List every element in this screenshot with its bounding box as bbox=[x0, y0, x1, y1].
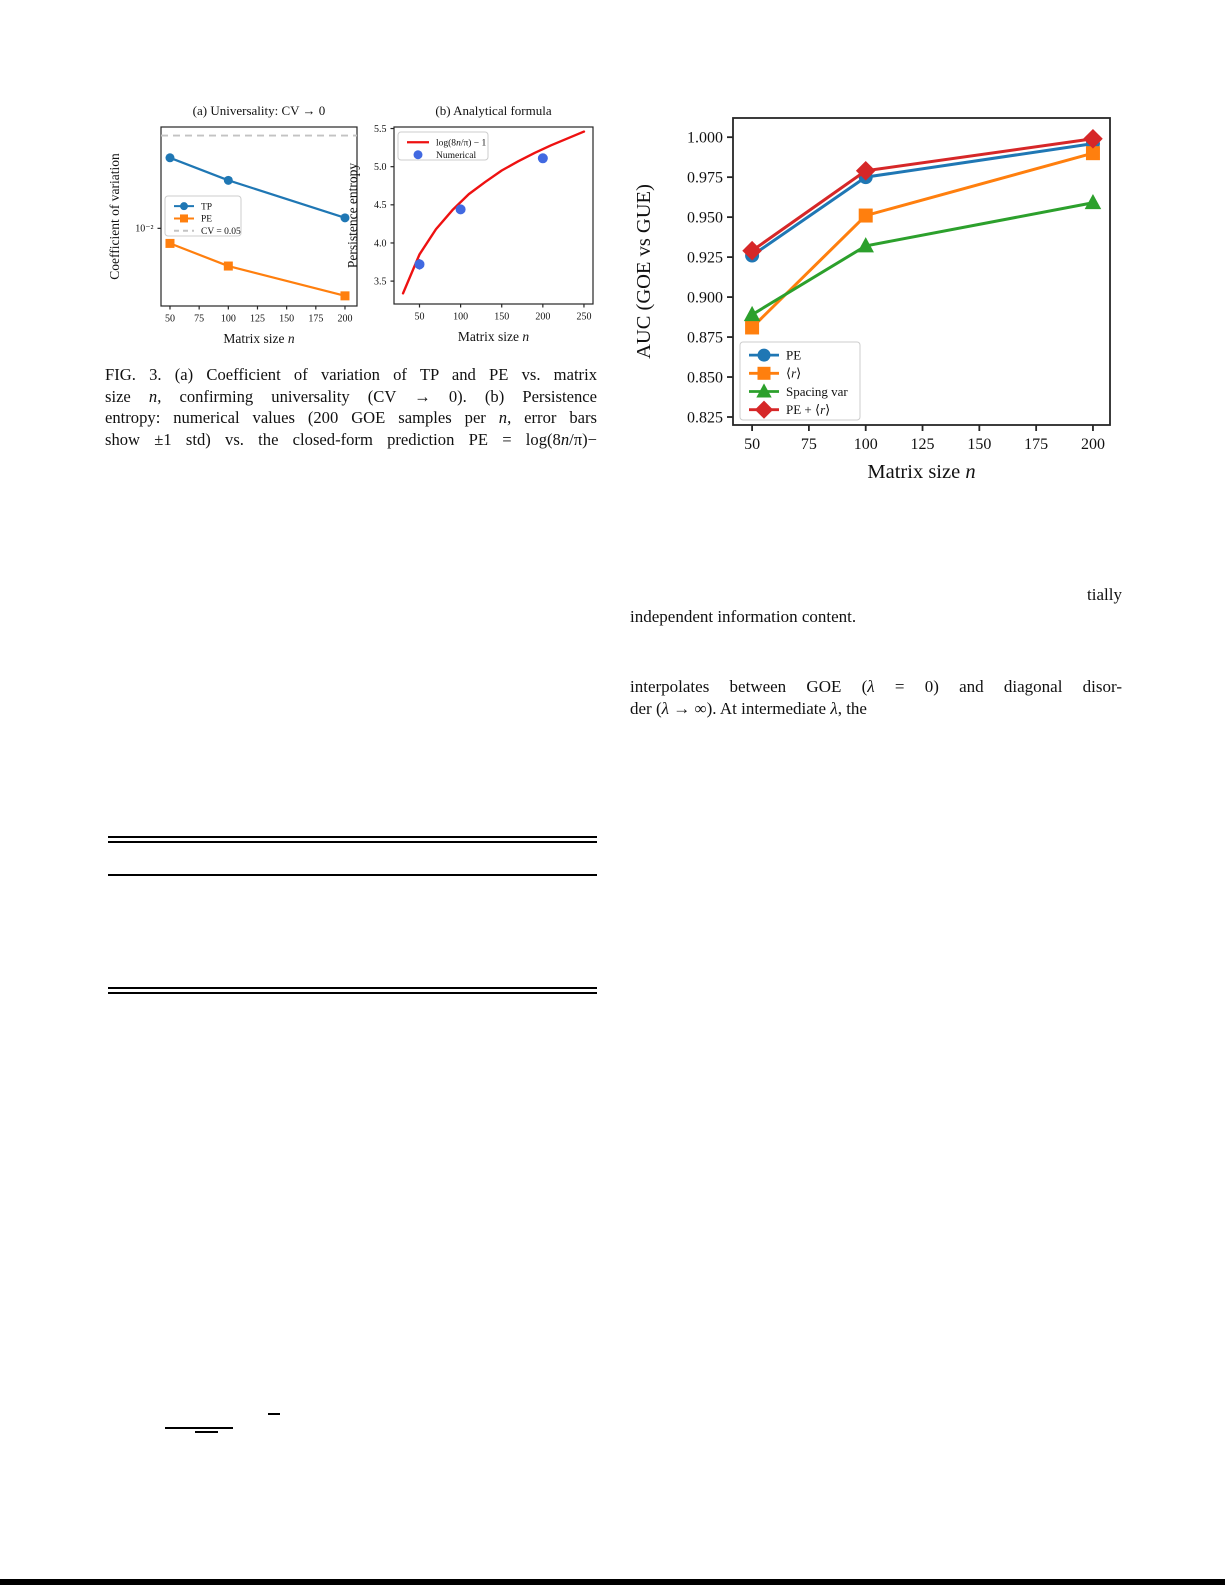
caption-line-4: show ±1 std) vs. the closed-form predict… bbox=[105, 429, 597, 449]
body-paragraph-line-2: der (λ → ∞). At intermediate λ, the bbox=[630, 699, 867, 719]
svg-text:Spacing var: Spacing var bbox=[786, 384, 848, 399]
svg-text:0.900: 0.900 bbox=[687, 290, 723, 307]
svg-text:0.950: 0.950 bbox=[687, 210, 723, 227]
svg-text:PE: PE bbox=[786, 348, 801, 363]
svg-text:50: 50 bbox=[414, 312, 424, 323]
svg-text:100: 100 bbox=[854, 436, 878, 453]
svg-text:200: 200 bbox=[535, 312, 550, 323]
svg-text:Matrix size n: Matrix size n bbox=[867, 461, 975, 483]
svg-text:CV = 0.05: CV = 0.05 bbox=[201, 227, 241, 237]
svg-text:0.850: 0.850 bbox=[687, 369, 723, 386]
x-axis: 50 75 100 125 150 175 200 bbox=[165, 306, 352, 325]
legend: TP PE CV = 0.05 bbox=[164, 195, 242, 237]
auc-goe-gue-chart: 50 75 100 125 150 175 2000.8250.8500.8750.9000… bbox=[633, 117, 1111, 483]
series-TP bbox=[165, 153, 350, 223]
svg-text:5.5: 5.5 bbox=[374, 124, 387, 135]
equation-overline-fragment bbox=[268, 1413, 280, 1415]
series-PE bbox=[165, 238, 350, 301]
svg-text:200: 200 bbox=[1081, 436, 1105, 453]
figure-caption: FIG. 3. (a) Coefficient of variation of … bbox=[105, 364, 597, 450]
table-mid-rule bbox=[108, 874, 597, 876]
legend: PE ⟨r⟩ Spacing var PE + ⟨r⟩ bbox=[739, 341, 861, 421]
svg-text:1.000: 1.000 bbox=[687, 130, 723, 147]
svg-text:175: 175 bbox=[1024, 436, 1048, 453]
series-Numerical bbox=[414, 153, 548, 270]
legend: log(8n/π) − 1 Numerical bbox=[397, 131, 489, 161]
caption-line-2: size n, confirming universality (CV → 0)… bbox=[105, 386, 597, 406]
svg-text:Matrix size n: Matrix size n bbox=[458, 329, 529, 344]
table-top-rule-upper bbox=[108, 836, 597, 838]
y-axis: 10⁻² bbox=[135, 224, 161, 235]
page-bottom-bar bbox=[0, 1579, 1225, 1585]
caption-line-3: entropy: numerical values (200 GOE sampl… bbox=[105, 408, 597, 428]
analytical-formula-chart: 50 100 150 200 250 3.5 4.0 4.5 5.0 5.5 (b) Analyti… bbox=[345, 103, 594, 344]
svg-text:50: 50 bbox=[744, 436, 760, 453]
series-log8n1 bbox=[401, 130, 586, 295]
caption-line-1: FIG. 3. (a) Coefficient of variation of … bbox=[105, 365, 597, 384]
svg-text:200: 200 bbox=[337, 314, 352, 325]
body-paragraph: interpolates between GOE (λ = 0) and dia… bbox=[630, 676, 1122, 721]
y-axis: 0.825 0.850 0.875 0.900 0.925 0.950 0.975 1.000 bbox=[687, 130, 733, 426]
body-text-fragment-tially: tially bbox=[1087, 585, 1122, 604]
svg-text:PE: PE bbox=[201, 215, 212, 225]
svg-text:0.925: 0.925 bbox=[687, 250, 723, 267]
equation-nested-fraction-bar bbox=[195, 1431, 218, 1433]
svg-text:75: 75 bbox=[801, 436, 817, 453]
svg-text:0.875: 0.875 bbox=[687, 329, 723, 346]
svg-text:125: 125 bbox=[911, 436, 935, 453]
svg-text:log(8n/π) − 1: log(8n/π) − 1 bbox=[436, 137, 487, 148]
svg-text:10⁻²: 10⁻² bbox=[135, 224, 153, 235]
table-bottom-rule-lower bbox=[108, 992, 597, 994]
svg-text:100: 100 bbox=[221, 314, 236, 325]
series-Spacingvar bbox=[743, 193, 1102, 322]
svg-text:5.0: 5.0 bbox=[374, 162, 387, 173]
svg-text:AUC (GOE vs GUE): AUC (GOE vs GUE) bbox=[633, 184, 655, 359]
svg-text:PE + ⟨r⟩: PE + ⟨r⟩ bbox=[786, 402, 830, 417]
svg-text:100: 100 bbox=[453, 312, 468, 323]
x-axis: 50 75 100 125 150 175 200 bbox=[744, 425, 1105, 453]
svg-text:50: 50 bbox=[165, 314, 175, 325]
svg-text:(a) Universality: CV → 0: (a) Universality: CV → 0 bbox=[193, 103, 326, 118]
svg-text:150: 150 bbox=[494, 312, 509, 323]
svg-text:4.0: 4.0 bbox=[374, 238, 387, 249]
equation-fraction-bar bbox=[165, 1427, 233, 1429]
body-text-fragment-independent: independent information content. bbox=[630, 607, 857, 626]
svg-text:0.975: 0.975 bbox=[687, 170, 723, 187]
svg-text:Matrix size n: Matrix size n bbox=[223, 331, 294, 346]
y-axis: 3.5 4.0 4.5 5.0 5.5 bbox=[374, 124, 394, 288]
table-top-rule-lower bbox=[108, 841, 597, 843]
series-PE⟨r⟩ bbox=[742, 128, 1103, 261]
svg-text:3.5: 3.5 bbox=[374, 277, 387, 288]
cv-universality-chart: 50 75 100 125 150 175 200 10⁻² (a) Universality:… bbox=[107, 103, 358, 346]
svg-text:150: 150 bbox=[279, 314, 294, 325]
svg-text:4.5: 4.5 bbox=[374, 200, 387, 211]
x-axis: 50 100 150 200 250 bbox=[414, 304, 591, 323]
svg-text:⟨r⟩: ⟨r⟩ bbox=[786, 366, 801, 381]
svg-text:Persistence entropy: Persistence entropy bbox=[345, 163, 360, 269]
body-paragraph-line-1: interpolates between GOE (λ = 0) and dia… bbox=[630, 677, 1122, 696]
svg-text:Numerical: Numerical bbox=[436, 151, 476, 161]
svg-text:Coefficient of variation: Coefficient of variation bbox=[107, 153, 122, 280]
svg-text:150: 150 bbox=[967, 436, 991, 453]
svg-text:250: 250 bbox=[576, 312, 591, 323]
table-bottom-rule-upper bbox=[108, 987, 597, 989]
svg-text:(b) Analytical formula: (b) Analytical formula bbox=[435, 103, 551, 118]
svg-text:75: 75 bbox=[194, 314, 204, 325]
svg-text:TP: TP bbox=[201, 202, 212, 212]
svg-text:175: 175 bbox=[308, 314, 323, 325]
svg-text:0.825: 0.825 bbox=[687, 409, 723, 426]
svg-text:125: 125 bbox=[250, 314, 265, 325]
